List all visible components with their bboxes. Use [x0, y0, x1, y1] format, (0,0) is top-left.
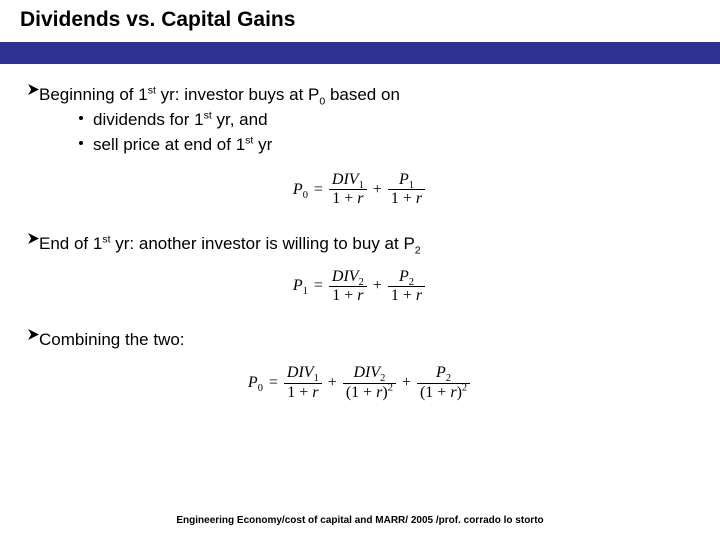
num: 1 [332, 190, 340, 207]
var: P [293, 181, 303, 198]
text-run: yr: another investor is willing to buy a… [111, 234, 415, 253]
sub-bullet-item: dividends for 1st yr, and [79, 109, 400, 132]
arrow-bullet-icon [28, 233, 39, 244]
formula-p1-year2: P1 = DIV2 1+r + P2 1+r [28, 268, 692, 306]
text-run: sell price at end of 1 [93, 135, 245, 154]
text-run: Combining the two: [39, 330, 185, 349]
var: DIV [332, 171, 359, 188]
sub-bullet-list: dividends for 1st yr, and sell price at … [79, 109, 400, 157]
exponent: 2 [462, 382, 467, 393]
fraction: DIV2 1+r [329, 268, 367, 306]
text-run: yr, and [212, 110, 268, 129]
slide-content: Beginning of 1st yr: investor buys at P0… [0, 64, 720, 402]
text-run: Beginning of 1 [39, 85, 148, 104]
subscript: 0 [258, 383, 263, 394]
num: 1 [332, 287, 340, 304]
formula-p0-combined: P0 = DIV1 1+r + DIV2 (1+r)2 + P2 (1+r)2 [28, 364, 692, 402]
formula-p0-year1: P0 = DIV1 1+r + P1 1+r [28, 171, 692, 209]
fraction: P2 1+r [388, 268, 425, 306]
fraction: P2 (1+r)2 [417, 364, 470, 402]
var: DIV [287, 364, 314, 381]
slide-footer: Engineering Economy/cost of capital and … [0, 515, 720, 526]
text-run: End of 1 [39, 234, 102, 253]
fraction: DIV1 1+r [329, 171, 367, 209]
var: r [357, 190, 363, 207]
superscript: st [204, 109, 212, 121]
num: 1 [425, 384, 433, 401]
fraction: DIV2 (1+r)2 [343, 364, 396, 402]
subscript: 1 [303, 287, 308, 298]
bullet-item: End of 1st yr: another investor is willi… [28, 233, 692, 256]
dot-bullet-icon [79, 141, 83, 145]
superscript: st [148, 84, 156, 96]
bullet-text: Beginning of 1st yr: investor buys at P0… [39, 84, 400, 159]
sub-bullet-text: dividends for 1st yr, and [93, 109, 268, 132]
var: r [416, 287, 422, 304]
var: P [399, 268, 409, 285]
num: 1 [391, 287, 399, 304]
num: 1 [391, 190, 399, 207]
superscript: st [102, 233, 110, 245]
text-run: yr [253, 135, 272, 154]
var: r [312, 384, 318, 401]
subscript: 2 [415, 244, 421, 256]
bullet-item: Beginning of 1st yr: investor buys at P0… [28, 84, 692, 159]
var: r [357, 287, 363, 304]
slide-title: Dividends vs. Capital Gains [20, 8, 700, 32]
text-run: yr: investor buys at P [156, 85, 319, 104]
bullet-text: End of 1st yr: another investor is willi… [39, 233, 421, 256]
dot-bullet-icon [79, 116, 83, 120]
fraction: P1 1+r [388, 171, 425, 209]
var: P [248, 374, 258, 391]
arrow-bullet-icon [28, 329, 39, 340]
num: 1 [351, 384, 359, 401]
arrow-bullet-icon [28, 84, 39, 95]
var: DIV [332, 268, 359, 285]
var: P [399, 171, 409, 188]
exponent: 2 [388, 382, 393, 393]
num: 1 [287, 384, 295, 401]
var: r [416, 190, 422, 207]
sub-bullet-item: sell price at end of 1st yr [79, 134, 400, 157]
bullet-item: Combining the two: [28, 329, 692, 352]
var: P [436, 364, 446, 381]
sub-bullet-text: sell price at end of 1st yr [93, 134, 272, 157]
title-bar: Dividends vs. Capital Gains [0, 0, 720, 42]
title-underline-band [0, 42, 720, 64]
subscript: 0 [303, 190, 308, 201]
text-run: dividends for 1 [93, 110, 204, 129]
bullet-text: Combining the two: [39, 329, 185, 352]
text-run: based on [325, 85, 400, 104]
var: P [293, 277, 303, 294]
var: DIV [353, 364, 380, 381]
fraction: DIV1 1+r [284, 364, 322, 402]
